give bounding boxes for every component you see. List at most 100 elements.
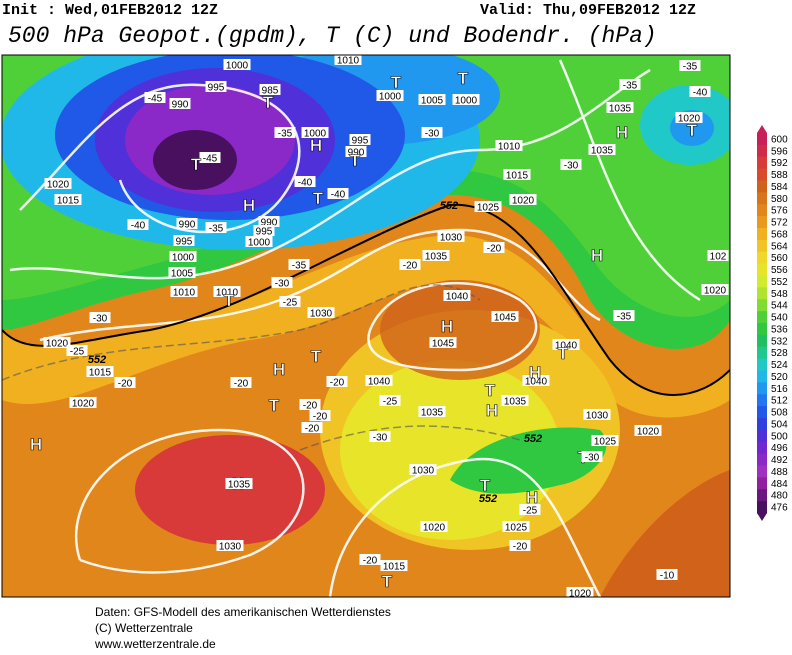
colorbar-swatch	[757, 323, 767, 336]
colorbar-swatch	[757, 228, 767, 241]
isoline-label: 1000	[172, 253, 195, 264]
isoline-label: 1015	[57, 196, 80, 207]
isoline-label: -10	[660, 571, 675, 582]
value-box	[701, 284, 729, 295]
isoline-label: 1015	[89, 368, 112, 379]
colorbar-label: 476	[771, 503, 788, 514]
value-box	[409, 464, 437, 475]
isoline-label: -20	[330, 378, 345, 389]
value-box	[66, 345, 88, 356]
isoline-label: 1025	[477, 203, 500, 214]
value-box	[213, 286, 241, 297]
value-box	[588, 144, 616, 155]
pressure-center: T	[485, 381, 496, 400]
isoline-label: 1000	[379, 92, 402, 103]
colorbar-swatch	[757, 346, 767, 360]
value-box	[309, 410, 331, 421]
isoline-label: 1045	[494, 313, 517, 324]
isoline-label: -20	[234, 379, 249, 390]
isoline-label: 1010	[337, 56, 360, 67]
value-box	[399, 259, 421, 270]
isoline-label: 995	[352, 136, 369, 147]
colorbar-swatch	[757, 251, 767, 265]
colorbar-label: 532	[771, 336, 788, 347]
value-box	[307, 307, 335, 318]
value-box	[452, 94, 480, 105]
colorbar-swatch	[757, 394, 767, 407]
value-box	[271, 277, 293, 288]
isoline-label: 990	[261, 218, 278, 229]
isoline-label: 1005	[171, 269, 194, 280]
isoline-label: -35	[292, 261, 307, 272]
value-box	[418, 94, 446, 105]
isoline-label: 995	[176, 237, 193, 248]
pressure-center: T	[480, 476, 491, 495]
colorbar-label: 548	[771, 289, 788, 300]
isoline-label: 1035	[228, 480, 251, 491]
pressure-center: T	[313, 189, 324, 208]
colorbar-label: 524	[771, 360, 788, 371]
value-box	[216, 540, 244, 551]
value-box	[294, 176, 316, 187]
colorbar-swatch	[757, 429, 767, 443]
isoline-label: -20	[403, 261, 418, 272]
colorbar-end	[757, 513, 767, 521]
isoline-label: 1000	[226, 61, 249, 72]
isoline-label: 1030	[219, 542, 242, 553]
colorbar-label: 556	[771, 265, 788, 276]
pressure-center: T	[311, 347, 322, 366]
value-box	[245, 236, 273, 247]
value-box	[349, 134, 371, 145]
isoline-label: 1000	[304, 129, 327, 140]
value-box	[437, 231, 465, 242]
isoline-label: -40	[693, 88, 708, 99]
pressure-center: T	[458, 69, 469, 88]
footer-line: www.wetterzentrale.de	[94, 637, 216, 650]
pressure-center: T	[269, 396, 280, 415]
pressure-center: H	[310, 136, 322, 155]
isoline-label: 1010	[173, 288, 196, 299]
colorbar-swatch	[757, 477, 767, 490]
isoline-label: 1035	[591, 146, 614, 157]
pressure-center: H	[526, 488, 538, 507]
value-box	[327, 188, 349, 199]
colorbar-label: 488	[771, 467, 788, 478]
colorbar-swatch	[757, 133, 767, 146]
colorbar-label: 536	[771, 324, 788, 335]
isoline-label: -30	[425, 129, 440, 140]
isoline-label: -30	[275, 279, 290, 290]
isoline-label: 1015	[506, 171, 529, 182]
value-box	[326, 376, 348, 387]
contour-label: 552	[524, 433, 542, 445]
isoline-label: 1035	[425, 252, 448, 263]
pressure-center: T	[191, 155, 202, 174]
value-box	[552, 339, 580, 350]
contour-label: 552	[479, 493, 497, 505]
isoline-label: 1040	[368, 377, 391, 388]
colorbar-label: 540	[771, 313, 788, 324]
isoline-label: 985	[262, 86, 279, 97]
colorbar-swatch	[757, 192, 767, 205]
isoline-label: -45	[203, 154, 218, 165]
colorbar-swatch	[757, 465, 767, 478]
map-frame	[1, 54, 731, 598]
colorbar-label: 480	[771, 491, 788, 502]
value-box	[656, 569, 678, 580]
isoline-label: -20	[305, 424, 320, 435]
value-box	[223, 59, 251, 70]
value-box	[86, 366, 114, 377]
isoline-label: 1030	[586, 411, 609, 422]
colorbar-swatch	[757, 156, 767, 170]
value-box	[170, 286, 198, 297]
value-box	[443, 290, 471, 301]
value-box	[501, 395, 529, 406]
pressure-center: H	[591, 246, 603, 265]
value-box	[380, 560, 408, 571]
isoline-label: 1030	[310, 309, 333, 320]
pressure-center: T	[687, 121, 698, 140]
colorbar-label: 500	[771, 431, 788, 442]
isoline-label: -35	[683, 62, 698, 73]
pressure-center: H	[529, 363, 541, 382]
value-box	[43, 337, 71, 348]
